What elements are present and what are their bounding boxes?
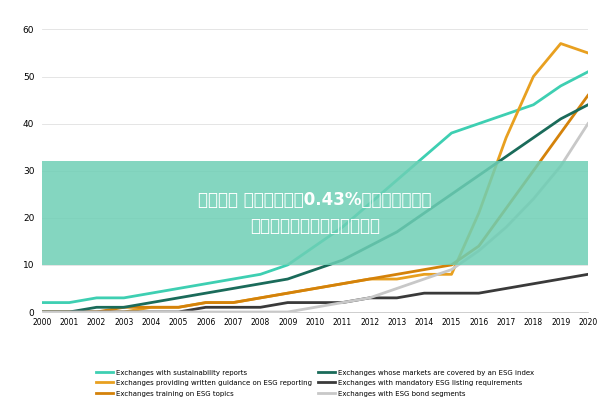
Text: 配资行业 午评：沪指圔0.43%，地产、医药板
块走低，人形机器人概念活跃: 配资行业 午评：沪指圔0.43%，地产、医药板 块走低，人形机器人概念活跃 (198, 191, 432, 235)
Legend: Exchanges with sustainability reports, Exchanges providing written guidance on E: Exchanges with sustainability reports, E… (95, 368, 535, 398)
FancyBboxPatch shape (42, 161, 588, 265)
